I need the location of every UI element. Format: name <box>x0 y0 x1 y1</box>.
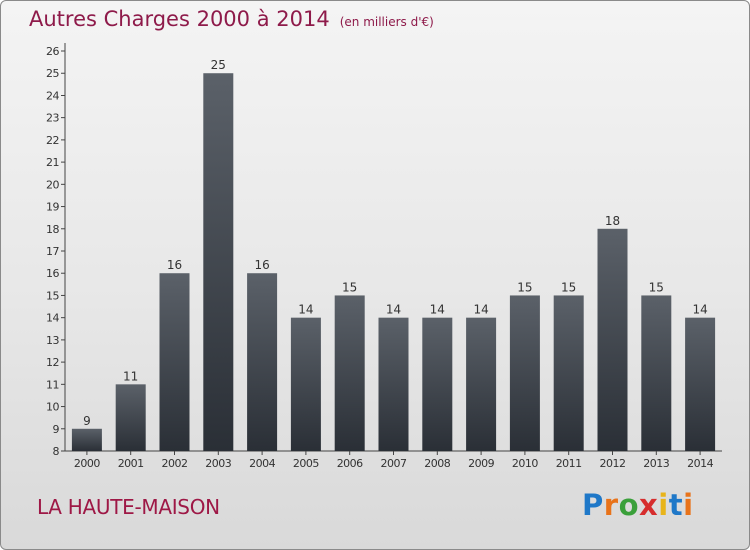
y-tick-label: 10 <box>46 401 59 414</box>
chart-title-block: Autres Charges 2000 à 2014 (en milliers d… <box>29 7 434 31</box>
bar <box>422 317 453 451</box>
data-label: 14 <box>473 303 488 317</box>
x-tick-label: 2006 <box>337 457 363 470</box>
x-tick-label: 2003 <box>205 457 231 470</box>
y-tick-label: 26 <box>46 45 59 58</box>
bar <box>334 295 365 451</box>
x-tick-label: 2004 <box>249 457 275 470</box>
bar <box>597 228 628 451</box>
data-label: 15 <box>342 280 357 294</box>
data-label: 18 <box>605 214 620 228</box>
data-label: 11 <box>123 369 138 383</box>
y-tick-label: 15 <box>46 289 59 302</box>
chart-title: Autres Charges 2000 à 2014 <box>29 7 330 31</box>
y-tick-label: 8 <box>53 445 60 458</box>
bar <box>466 317 497 451</box>
bar <box>290 317 321 451</box>
y-tick-label: 17 <box>46 245 59 258</box>
y-tick-label: 16 <box>46 267 59 280</box>
bar <box>247 273 278 451</box>
y-tick-label: 18 <box>46 223 59 236</box>
bar <box>641 295 672 451</box>
data-label: 14 <box>430 303 445 317</box>
data-label: 15 <box>649 280 664 294</box>
y-tick-label: 11 <box>46 378 59 391</box>
x-tick-label: 2012 <box>600 457 626 470</box>
y-tick-label: 13 <box>46 334 59 347</box>
y-tick-label: 14 <box>46 312 59 325</box>
y-tick-label: 20 <box>46 178 59 191</box>
data-label: 14 <box>298 303 313 317</box>
bar <box>71 428 102 451</box>
x-tick-label: 2014 <box>687 457 713 470</box>
y-tick-label: 19 <box>46 201 59 214</box>
data-label: 16 <box>167 258 182 272</box>
bar <box>378 317 409 451</box>
bar <box>553 295 584 451</box>
bar <box>685 317 716 451</box>
y-tick-label: 25 <box>46 67 59 80</box>
y-tick-label: 12 <box>46 356 59 369</box>
x-tick-label: 2010 <box>512 457 538 470</box>
y-tick-label: 21 <box>46 156 59 169</box>
proxiti-logo: Proxiti <box>582 488 694 522</box>
x-tick-label: 2002 <box>162 457 188 470</box>
y-tick-label: 22 <box>46 134 59 147</box>
bar <box>203 73 234 451</box>
y-tick-label: 23 <box>46 112 59 125</box>
place-name: LA HAUTE-MAISON <box>37 495 220 519</box>
data-label: 14 <box>386 303 401 317</box>
y-tick-label: 24 <box>46 89 59 102</box>
x-tick-label: 2001 <box>118 457 144 470</box>
x-tick-label: 2009 <box>468 457 494 470</box>
data-label: 16 <box>254 258 269 272</box>
x-tick-label: 2000 <box>74 457 100 470</box>
x-tick-label: 2011 <box>556 457 582 470</box>
bar <box>159 273 190 451</box>
bar <box>115 384 146 451</box>
x-tick-label: 2005 <box>293 457 319 470</box>
data-label: 14 <box>692 303 707 317</box>
data-label: 25 <box>211 58 226 72</box>
chart-unit: (en milliers d'€) <box>339 15 434 29</box>
data-label: 15 <box>517 280 532 294</box>
y-tick-label: 9 <box>53 423 60 436</box>
data-label: 9 <box>83 414 91 428</box>
x-tick-label: 2008 <box>424 457 450 470</box>
data-label: 15 <box>561 280 576 294</box>
x-tick-label: 2013 <box>643 457 669 470</box>
bar <box>509 295 540 451</box>
x-tick-label: 2007 <box>381 457 407 470</box>
